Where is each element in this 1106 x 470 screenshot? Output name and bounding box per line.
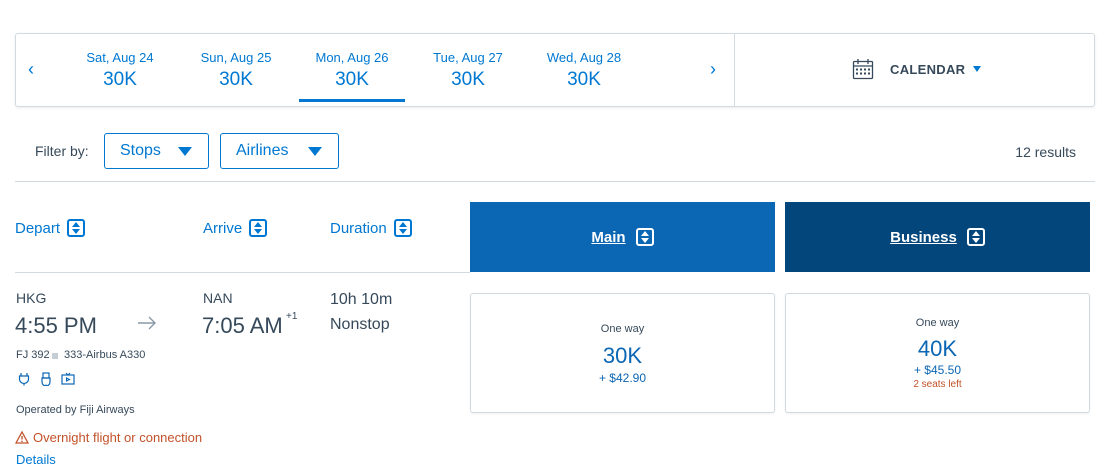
flight-duration: 10h 10m [330, 291, 393, 308]
power-icon [18, 373, 30, 386]
filter-bar: Filter by: Stops Airlines 12 results [15, 133, 1095, 169]
date-tab-aug-28[interactable]: Wed, Aug 28 30K [531, 50, 637, 92]
filter-label: Filter by: [35, 143, 89, 159]
date-tab-aug-25[interactable]: Sun, Aug 25 30K [183, 50, 289, 92]
date-tab-label: Sat, Aug 24 [86, 50, 154, 65]
entertainment-icon [61, 372, 75, 385]
fare-taxes: + $45.50 [913, 363, 962, 377]
fare-miles: 30K [602, 343, 643, 368]
separator [52, 353, 58, 359]
date-tab-aug-26-selected[interactable]: Mon, Aug 26 30K [299, 50, 405, 102]
arrow-right-icon [138, 316, 156, 330]
stops-filter-label: Stops [120, 142, 161, 159]
duration-header-label: Duration [330, 219, 387, 237]
date-tab-price: 30K [219, 69, 253, 90]
main-cabin-label: Main [591, 228, 626, 246]
previous-dates-chevron-icon[interactable]: ‹ [28, 59, 34, 79]
sort-duration-header[interactable]: Duration [330, 219, 412, 237]
depart-time: 4:55 PM [15, 313, 97, 338]
usb-icon [41, 372, 51, 386]
sort-icon [966, 228, 985, 246]
airlines-filter-dropdown[interactable]: Airlines [220, 133, 339, 169]
date-tab-price: 30K [567, 69, 601, 90]
sort-icon [635, 228, 654, 246]
origin-airport-code: HKG [16, 290, 47, 306]
chevron-down-icon [178, 147, 192, 156]
chevron-down-icon [973, 66, 982, 72]
results-count: 12 results [1015, 144, 1076, 160]
fare-type-label: One way [915, 317, 960, 329]
divider [15, 181, 1095, 182]
overnight-warning: Overnight flight or connection [15, 430, 202, 445]
date-tab-label: Mon, Aug 26 [315, 50, 389, 65]
date-tab-price: 30K [451, 69, 485, 90]
aircraft-type: 333-Airbus A330 [64, 349, 146, 361]
day-offset-badge: +1 [286, 311, 298, 322]
airlines-filter-label: Airlines [236, 142, 289, 159]
arrive-time: 7:05 AM [202, 313, 283, 338]
calendar-icon [852, 59, 874, 80]
date-tab-aug-24[interactable]: Sat, Aug 24 30K [67, 50, 173, 92]
next-dates-chevron-icon[interactable]: › [710, 59, 716, 79]
fare-miles: 40K [917, 336, 958, 361]
flight-number: FJ 392 [16, 349, 50, 361]
calendar-button[interactable]: CALENDAR [852, 58, 982, 80]
date-tab-price: 30K [335, 69, 369, 90]
operated-by: Operated by Fiji Airways [16, 404, 135, 416]
business-fare-button[interactable]: One way 40K + $45.50 2 seats left [785, 293, 1090, 413]
business-cabin-label: Business [890, 228, 957, 246]
fare-type-label: One way [600, 323, 645, 335]
warning-icon [15, 431, 29, 444]
date-strip: ‹ Sat, Aug 24 30K Sun, Aug 25 30K Mon, A… [15, 33, 1095, 107]
stops-filter-dropdown[interactable]: Stops [104, 133, 209, 169]
sort-arrive-header[interactable]: Arrive [203, 219, 268, 237]
sort-icon [67, 219, 86, 237]
date-tab-label: Sun, Aug 25 [200, 50, 272, 65]
sort-depart-header[interactable]: Depart [15, 219, 86, 237]
calendar-label: CALENDAR [890, 61, 966, 77]
main-cabin-header[interactable]: Main [470, 202, 775, 272]
date-tab-aug-27[interactable]: Tue, Aug 27 30K [415, 50, 521, 92]
fare-taxes: + $42.90 [598, 371, 647, 385]
flight-stops: Nonstop [330, 316, 390, 333]
date-tab-label: Tue, Aug 27 [433, 50, 503, 65]
business-cabin-header[interactable]: Business [785, 202, 1090, 272]
sort-icon [393, 219, 412, 237]
sort-icon [249, 219, 268, 237]
arrive-header-label: Arrive [203, 219, 243, 237]
divider [15, 272, 470, 273]
destination-airport-code: NAN [203, 290, 233, 306]
main-fare-button[interactable]: One way 30K + $42.90 [470, 293, 775, 413]
amenities [17, 372, 75, 386]
depart-header-label: Depart [15, 219, 61, 237]
chevron-down-icon [308, 147, 322, 156]
divider [734, 34, 735, 106]
seats-left-notice: 2 seats left [913, 379, 962, 390]
overnight-warning-text: Overnight flight or connection [33, 430, 203, 445]
details-link[interactable]: Details [16, 452, 56, 467]
date-tab-label: Wed, Aug 28 [546, 50, 622, 65]
date-tab-price: 30K [103, 69, 137, 90]
